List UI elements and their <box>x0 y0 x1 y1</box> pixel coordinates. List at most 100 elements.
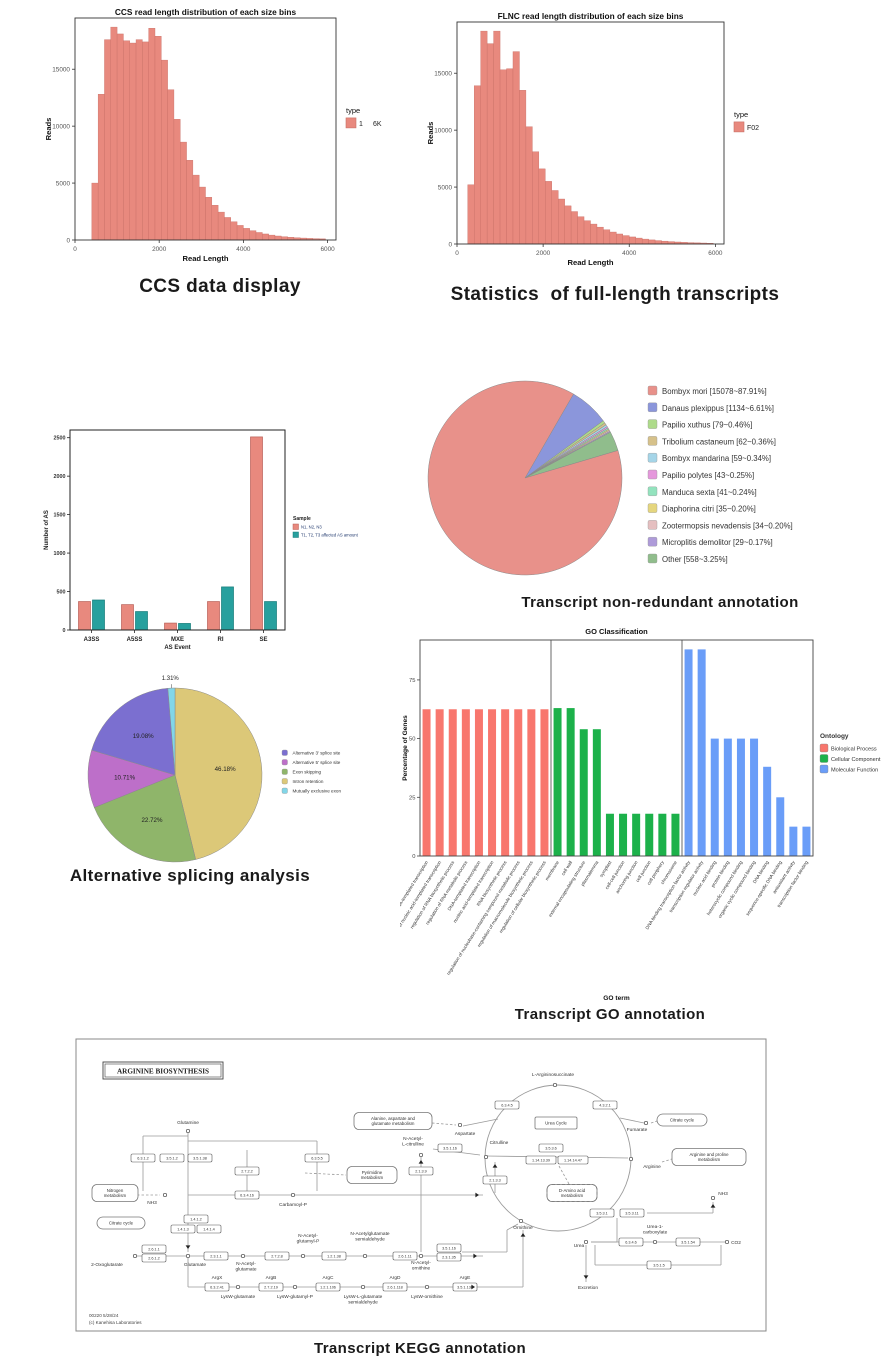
svg-text:2.6.1.118: 2.6.1.118 <box>387 1286 403 1290</box>
svg-text:0: 0 <box>66 237 70 244</box>
svg-text:10000: 10000 <box>52 123 70 130</box>
svg-text:15000: 15000 <box>434 71 452 78</box>
svg-text:1000: 1000 <box>54 551 66 557</box>
svg-text:Diaphorina citri [35~0.20%]: Diaphorina citri [35~0.20%] <box>662 505 756 514</box>
svg-text:Fumarate: Fumarate <box>627 1127 648 1133</box>
svg-text:RI: RI <box>218 637 224 643</box>
kegg-compound-dots <box>132 1082 730 1290</box>
svg-text:Alternative 5' splice site: Alternative 5' splice site <box>293 760 341 765</box>
nr_pie-svg: Bombyx mori [15078~87.91%] Danaus plexipp… <box>427 380 793 576</box>
kegg-pathway-boxes: Nitrogen metabolism Citrate cycle Pyrimidin… <box>91 1112 747 1230</box>
as-splicing-pie-panel: 46.18% 22.72% 10.71% 19.08% 1.31% Alternative… <box>70 658 400 871</box>
svg-text:cell wall: cell wall <box>560 860 573 876</box>
as_pie-svg: 46.18% 22.72% 10.71% 19.08% 1.31% Alternative… <box>87 676 342 863</box>
svg-text:Papilio xuthus [79~0.46%]: Papilio xuthus [79~0.46%] <box>662 421 752 430</box>
as-events-svg: 0 500 1000 1500 2000 2500 A3SS A5SS MXE RI SE AS Ev… <box>44 429 359 651</box>
svg-text:ArgX: ArgX <box>212 1275 223 1281</box>
kegg-svg: Nitrogen metabolism Citrate cycle Pyrimidin… <box>75 1038 767 1332</box>
caption-as: Alternative splicing analysis <box>69 866 311 885</box>
legend: Sample N1, N2, N3 T1, T2, T3 affected AS a… <box>292 516 359 538</box>
svg-text:GO term: GO term <box>603 995 630 1002</box>
legend: Bombyx mori [15078~87.91%] Danaus plexipp… <box>647 385 793 564</box>
caption-go: Transcript GO annotation <box>514 1006 706 1023</box>
svg-text:Exon skipping: Exon skipping <box>293 770 322 775</box>
svg-text:500: 500 <box>57 590 66 596</box>
svg-text:2.6.1.2: 2.6.1.2 <box>148 1257 160 1261</box>
svg-text:Mutually exclusive exon: Mutually exclusive exon <box>293 789 342 794</box>
svg-text:Biological Process: Biological Process <box>831 747 877 753</box>
svg-text:Glutamate: Glutamate <box>184 1262 206 1268</box>
svg-text:6000: 6000 <box>708 250 723 257</box>
svg-text:1.2.1.106: 1.2.1.106 <box>320 1286 336 1290</box>
svg-text:2.6.1.1: 2.6.1.1 <box>148 1248 160 1252</box>
legend: Alternative 3' splice site Alternative 5'… <box>281 749 342 794</box>
svg-text:Aspartate: Aspartate <box>455 1131 476 1137</box>
svg-text:N1, N2, N3: N1, N2, N3 <box>301 525 322 530</box>
svg-text:NH3: NH3 <box>147 1200 157 1206</box>
svg-text:Bombyx mori [15078~87.91%]: Bombyx mori [15078~87.91%] <box>662 387 767 396</box>
svg-text:0: 0 <box>448 241 452 248</box>
flnc-histogram-panel: FLNC read length distribution of each si… <box>424 10 802 283</box>
legend: type 1 6K <box>345 106 382 129</box>
svg-text:2000: 2000 <box>152 246 167 253</box>
caption-ccs: CCS data display <box>139 276 301 297</box>
svg-text:F02: F02 <box>747 125 759 132</box>
svg-text:type: type <box>346 106 360 115</box>
svg-text:1.14.13.39: 1.14.13.39 <box>532 1159 550 1163</box>
as-events-bar-panel: 0 500 1000 1500 2000 2500 A3SS A5SS MXE RI SE AS Ev… <box>40 422 385 662</box>
svg-text:3.5.3.6: 3.5.3.6 <box>545 1147 557 1151</box>
svg-text:Tribolium castaneum [62~0.36%]: Tribolium castaneum [62~0.36%] <box>662 437 776 446</box>
svg-text:Ornithine: Ornithine <box>513 1225 533 1231</box>
svg-text:2000: 2000 <box>536 250 551 257</box>
svg-text:MXE: MXE <box>171 637 184 643</box>
svg-text:SE: SE <box>259 637 267 643</box>
svg-text:(c) Kanehisa Laboratories: (c) Kanehisa Laboratories <box>89 1320 142 1325</box>
svg-text:15000: 15000 <box>52 67 70 74</box>
go-classification-panel: GO Classification regulation of DNA-templ… <box>380 624 888 1013</box>
svg-text:3.5.1.38: 3.5.1.38 <box>193 1157 207 1161</box>
svg-text:6.3.4.5: 6.3.4.5 <box>501 1104 513 1108</box>
flnc_hist-svg: FLNC read length distribution of each si… <box>426 11 759 267</box>
svg-text:75: 75 <box>409 678 415 684</box>
svg-text:2.1.3.3: 2.1.3.3 <box>489 1179 501 1183</box>
svg-text:2.1.3.9: 2.1.3.9 <box>415 1170 427 1174</box>
svg-text:Urea: Urea <box>574 1243 585 1249</box>
svg-text:2.3.1.1: 2.3.1.1 <box>210 1255 222 1259</box>
svg-text:ArgB: ArgB <box>266 1275 277 1281</box>
bars <box>78 436 277 631</box>
svg-text:LysW-glutamate: LysW-glutamate <box>221 1294 256 1300</box>
svg-text:10000: 10000 <box>434 127 452 134</box>
svg-text:type: type <box>734 110 748 119</box>
svg-text:1.4.1.2: 1.4.1.2 <box>190 1218 202 1222</box>
svg-text:Percentage of Genes: Percentage of Genes <box>402 715 409 781</box>
y-axis: 0 5000 10000 15000 <box>434 71 457 248</box>
kegg-title: ARGININE BIOSYNTHESIS <box>117 1068 209 1076</box>
svg-text:Read Length: Read Length <box>183 254 229 263</box>
svg-text:6K: 6K <box>373 121 382 128</box>
svg-text:N-Acetyl-glutamyl-P: N-Acetyl-glutamyl-P <box>297 1233 320 1244</box>
caption-nr: Transcript non-redundant annotation <box>521 594 799 611</box>
svg-text:CCS read length distribution o: CCS read length distribution of each siz… <box>115 7 297 17</box>
svg-text:Intron retention: Intron retention <box>293 779 324 784</box>
svg-text:Number of AS: Number of AS <box>44 510 50 550</box>
kegg-pathway-panel: Nitrogen metabolism Citrate cycle Pyrimidin… <box>75 1038 767 1337</box>
svg-text:0: 0 <box>412 854 415 860</box>
legend: Ontology Biological Process Cellular Compo… <box>819 733 881 774</box>
svg-text:1.4.1.4: 1.4.1.4 <box>203 1228 215 1232</box>
svg-text:Citrate cycle: Citrate cycle <box>670 1118 695 1123</box>
svg-text:Cellular Component: Cellular Component <box>831 757 881 763</box>
svg-text:Citrulline: Citrulline <box>490 1140 509 1146</box>
svg-text:1: 1 <box>359 121 363 128</box>
svg-text:Alternative 3' splice site: Alternative 3' splice site <box>293 751 341 756</box>
svg-text:Urea Cycle: Urea Cycle <box>545 1121 567 1126</box>
caption-flnc: Statistics of full-length transcripts <box>450 284 780 305</box>
bars: regulation of DNA-templated transcriptio… <box>380 640 811 976</box>
svg-text:46.18%: 46.18% <box>215 766 236 773</box>
svg-text:3.5.1.130: 3.5.1.130 <box>457 1286 473 1290</box>
svg-text:LysW-glutamyl-P: LysW-glutamyl-P <box>277 1294 313 1300</box>
svg-text:N-Acetyl-L-citrulline: N-Acetyl-L-citrulline <box>402 1136 424 1147</box>
